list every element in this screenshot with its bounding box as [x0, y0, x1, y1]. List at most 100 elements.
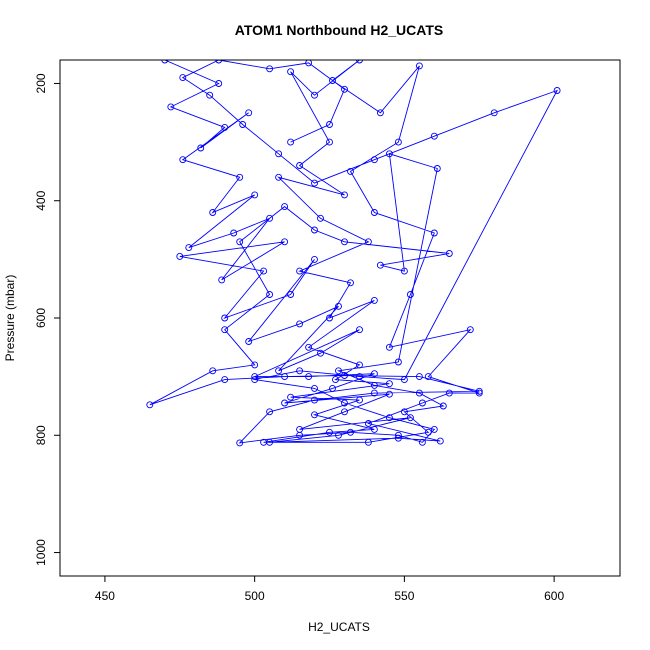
data-point — [236, 238, 244, 246]
data-point — [206, 91, 214, 99]
data-point — [341, 85, 348, 93]
data-point — [311, 384, 318, 392]
data-point — [311, 411, 318, 419]
data-point — [418, 438, 426, 446]
data-point — [439, 402, 447, 410]
data-point — [311, 226, 318, 234]
data-point — [385, 380, 393, 388]
data-point — [311, 396, 318, 404]
data-point — [275, 367, 283, 375]
y-axis: 200 400 600 800 1000 — [34, 73, 60, 566]
data-point — [370, 209, 378, 216]
x-axis: 450 500 550 600 — [95, 576, 564, 603]
data-point — [305, 60, 313, 67]
y-tick-label: 800 — [34, 425, 48, 445]
data-point — [430, 132, 438, 140]
data-point — [209, 209, 217, 216]
data-point — [185, 244, 193, 252]
data-point — [356, 361, 363, 369]
data-point — [394, 434, 402, 442]
data-point — [215, 60, 223, 64]
data-point — [281, 373, 289, 381]
data-point — [335, 302, 342, 310]
data-point — [356, 326, 363, 334]
data-point — [245, 109, 253, 117]
plot-frame — [59, 59, 621, 577]
data-point — [475, 389, 483, 397]
data-point — [370, 370, 378, 378]
data-point — [305, 373, 313, 381]
data-point — [287, 68, 295, 76]
data-point — [466, 326, 474, 334]
data-point — [251, 361, 259, 369]
data-point — [415, 62, 423, 70]
data-point — [287, 291, 295, 298]
data-point — [146, 401, 154, 409]
data-point — [430, 229, 438, 237]
data-point — [370, 156, 378, 164]
data-point — [260, 267, 268, 275]
data-point — [433, 165, 441, 172]
data-point — [347, 167, 354, 175]
data-point — [230, 229, 238, 237]
data-point — [332, 376, 339, 384]
data-point — [245, 338, 253, 345]
data-point — [424, 373, 432, 381]
data-point — [251, 191, 259, 199]
data-point — [430, 425, 438, 433]
data-point — [179, 74, 187, 82]
x-tick-label: 450 — [95, 589, 115, 603]
data-point — [326, 314, 333, 322]
data-point — [475, 387, 483, 395]
x-axis-label: H2_UCATS — [308, 620, 370, 634]
data-point — [275, 173, 283, 181]
data-point — [370, 389, 378, 397]
data-point — [209, 367, 217, 375]
data-point — [376, 261, 384, 269]
data-point — [221, 314, 229, 322]
data-point — [329, 77, 336, 84]
data-point — [311, 91, 318, 99]
data-point — [445, 250, 453, 257]
data-point — [364, 420, 372, 427]
data-point — [287, 393, 295, 401]
data-point — [341, 408, 348, 416]
data-point — [347, 279, 354, 287]
data-point — [385, 150, 393, 158]
data-point — [385, 343, 393, 351]
data-point — [400, 267, 408, 275]
y-tick-label: 200 — [34, 73, 48, 93]
data-point — [287, 138, 295, 146]
data-point — [329, 384, 336, 392]
data-point — [167, 103, 175, 111]
data-point — [221, 123, 229, 131]
data-point — [490, 109, 498, 117]
data-point — [385, 390, 393, 398]
data-point — [356, 396, 363, 404]
x-tick-label: 550 — [394, 589, 414, 603]
series-line — [149, 60, 559, 444]
data-point — [305, 343, 313, 351]
data-point — [415, 389, 423, 397]
data-point — [385, 414, 393, 422]
data-point — [296, 267, 304, 275]
data-point — [335, 431, 342, 439]
data-point — [266, 408, 274, 416]
data-point — [236, 173, 244, 181]
data-point — [356, 373, 363, 381]
data-point — [296, 431, 304, 439]
data-point — [406, 414, 414, 422]
data-point — [370, 425, 378, 433]
data-point — [161, 60, 169, 64]
x-tick-label: 500 — [245, 589, 265, 603]
data-point — [553, 87, 561, 94]
chart-title: ATOM1 Northbound H2_UCATS — [235, 22, 443, 38]
y-tick-label: 400 — [34, 190, 48, 210]
data-point — [364, 238, 372, 246]
data-point — [394, 431, 402, 439]
data-point — [266, 214, 274, 222]
data-point — [296, 367, 304, 375]
y-axis-label: Pressure (mbar) — [3, 275, 17, 362]
data-point — [317, 349, 324, 357]
